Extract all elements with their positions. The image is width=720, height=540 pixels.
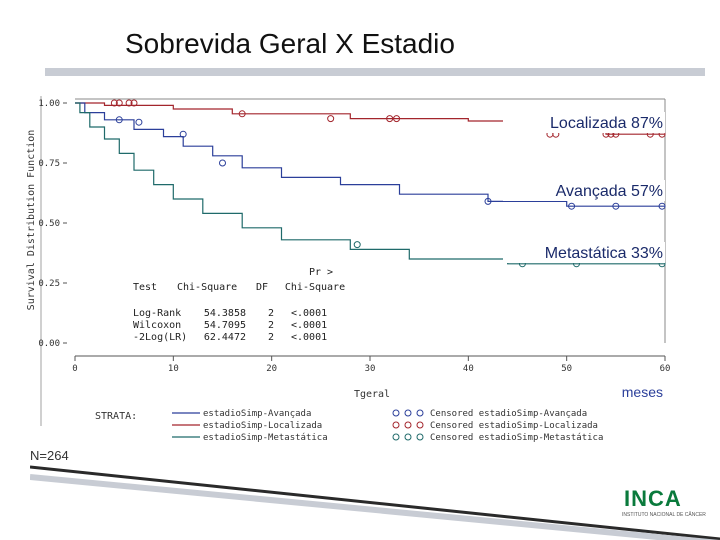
stats-cell: <.0001 [291, 308, 327, 319]
stats-cell: Log-Rank [133, 308, 181, 319]
corner-decoration [30, 465, 720, 540]
x-tick-label: 30 [365, 364, 376, 374]
legend-censor-avancada [404, 409, 412, 417]
x-tick-label: 60 [660, 364, 671, 374]
censor-mark-avancada [658, 202, 666, 210]
censor-mark-avancada [484, 197, 492, 205]
censor-mark-avancada [115, 116, 123, 124]
censor-mark-localizada [393, 115, 401, 123]
censor-mark-localizada [238, 110, 246, 118]
censor-mark-localizada [110, 99, 118, 107]
x-axis-label: Tgeral [354, 389, 390, 400]
legend-censor-label: Censored estadioSimp-Metastática [430, 433, 603, 443]
annotation-localizada: Localizada 87% [550, 115, 663, 132]
stats-cell: 54.3858 [204, 308, 246, 319]
series-line-metastatica [75, 102, 665, 265]
legend-censor-metastatica [404, 433, 412, 441]
y-tick-label: 0.50 [38, 219, 60, 229]
legend-label: estadioSimp-Metastática [203, 433, 328, 443]
annotation-metastatica: Metastática 33% [545, 245, 663, 262]
stats-cell: <.0001 [291, 332, 327, 343]
legend-censor-localizada [392, 421, 400, 429]
censor-mark-avancada [612, 202, 620, 210]
censor-mark-avancada [179, 130, 187, 138]
legend-label: estadioSimp-Localizada [203, 421, 322, 431]
censor-mark-avancada [135, 118, 143, 126]
chart-legend: STRATA: estadioSimp-Avançada estadioSimp-L… [95, 409, 603, 443]
legend-censor-metastatica [392, 433, 400, 441]
censor-mark-avancada [219, 159, 226, 167]
left-rule [40, 96, 42, 426]
stats-header: DF [256, 282, 268, 293]
stats-header: Chi-Square [285, 282, 345, 293]
annotation-layer: Localizada 87% Avançada 57% Metastática 33… [503, 112, 665, 263]
censor-mark-avancada [568, 202, 576, 210]
annotation-bg [503, 242, 665, 263]
stats-cell: 2 [268, 320, 274, 331]
x-tick-label: 10 [168, 364, 179, 374]
legend-label: estadioSimp-Avançada [203, 409, 311, 419]
stats-cell: 62.4472 [204, 332, 246, 343]
censor-mark-localizada [386, 115, 394, 123]
legend-title: STRATA: [95, 411, 137, 422]
y-axis-label: Survival Distribution Function [26, 130, 37, 311]
stats-cell: Wilcoxon [133, 320, 181, 331]
units-label: meses [622, 384, 663, 400]
censor-mark-metastatica [353, 241, 361, 249]
chart-axes: 0 10 20 30 40 50 60 0.00 0.25 0.50 0.75 1.00 Tgeral S… [26, 98, 671, 400]
y-tick-label: 0.25 [38, 279, 60, 289]
km-survival-chart: 0 10 20 30 40 50 60 0.00 0.25 0.50 0.75 1.00 Tgeral S… [26, 98, 671, 443]
x-tick-label: 0 [72, 364, 77, 374]
inca-logo-subtitle: INSTITUTO NACIONAL DE CÂNCER [622, 512, 706, 518]
stats-cell: 54.7095 [204, 320, 246, 331]
censor-mark-localizada [130, 99, 138, 107]
annotation-bg [503, 180, 665, 201]
legend-censor-localizada [404, 421, 412, 429]
stats-table: Pr > Test Chi-Square DF Chi-Square Log-Rank 54… [133, 267, 345, 343]
legend-censor-avancada [416, 409, 424, 417]
stats-header: Pr > [309, 267, 333, 278]
stats-header: Test [133, 282, 157, 293]
legend-censor-label: Censored estadioSimp-Avançada [430, 409, 587, 419]
y-tick-label: 1.00 [38, 99, 60, 109]
x-tick-label: 20 [266, 364, 277, 374]
censor-mark-localizada [115, 99, 123, 107]
x-tick-label: 50 [561, 364, 572, 374]
legend-censor-metastatica [416, 433, 424, 441]
y-tick-label: 0.00 [38, 339, 60, 349]
sample-size-label: N=264 [30, 448, 69, 463]
y-tick-label: 0.75 [38, 159, 60, 169]
stats-cell: <.0001 [291, 320, 327, 331]
stats-cell: 2 [268, 308, 274, 319]
stats-cell: -2Log(LR) [133, 332, 187, 343]
title-rule [45, 68, 705, 76]
series-line-avancada [75, 102, 665, 207]
slide-title: Sobrevida Geral X Estadio [125, 28, 455, 59]
stats-header: Chi-Square [177, 282, 237, 293]
legend-censor-avancada [392, 409, 400, 417]
stats-cell: 2 [268, 332, 274, 343]
annotation-bg [503, 112, 665, 133]
annotation-avancada: Avançada 57% [556, 183, 663, 200]
legend-censor-label: Censored estadioSimp-Localizada [430, 421, 598, 431]
censor-mark-localizada [125, 99, 133, 107]
inca-logo: INCA [624, 486, 682, 511]
censor-mark-localizada [327, 115, 335, 123]
legend-censor-localizada [416, 421, 424, 429]
x-tick-label: 40 [463, 364, 474, 374]
